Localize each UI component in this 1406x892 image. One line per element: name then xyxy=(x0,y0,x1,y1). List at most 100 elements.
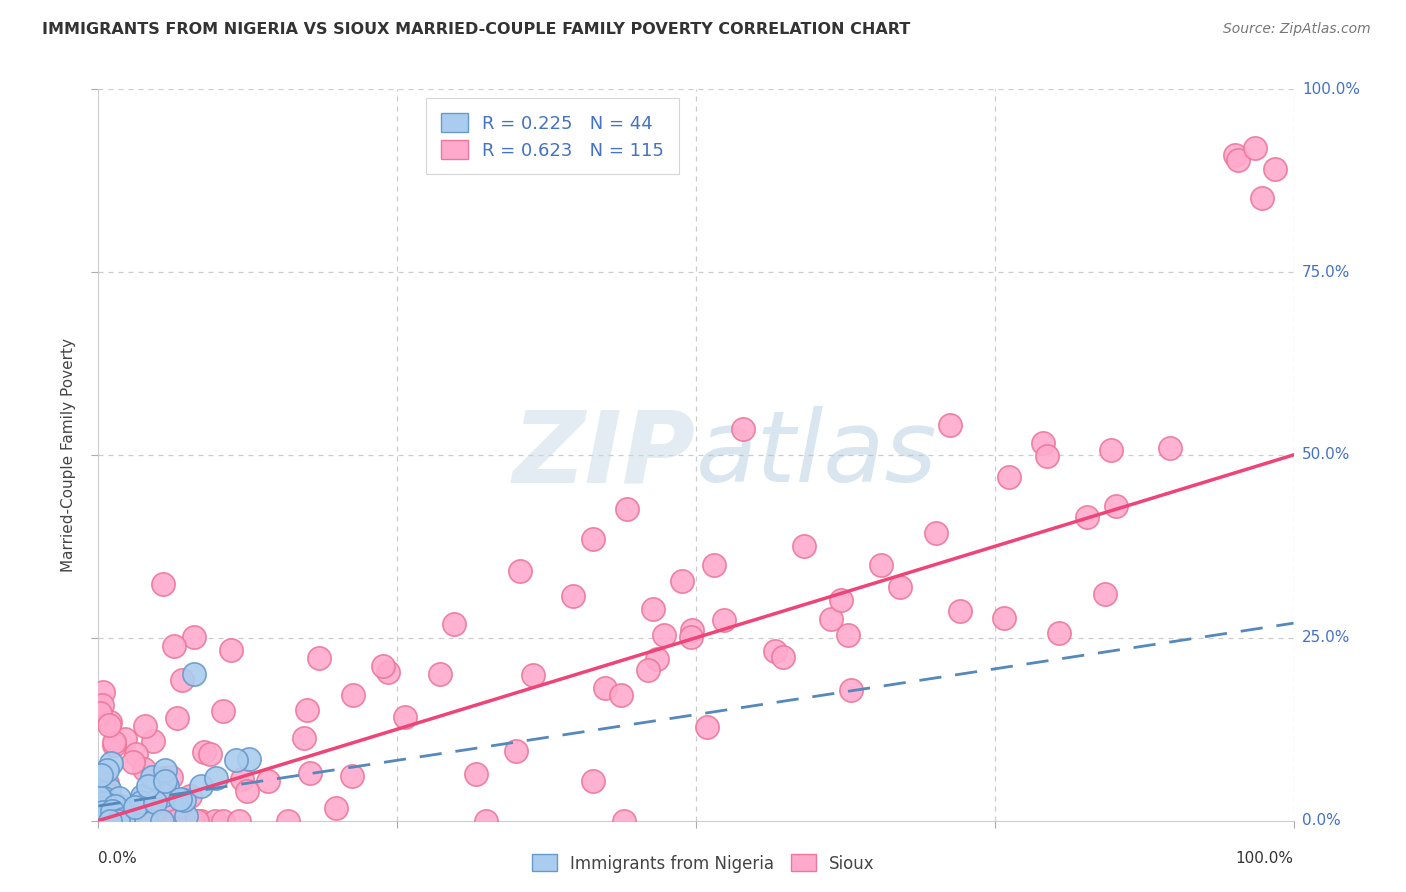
Point xyxy=(163,639,186,653)
Point xyxy=(464,767,486,781)
Point xyxy=(183,630,205,644)
Point xyxy=(925,525,948,540)
Point xyxy=(394,710,416,724)
Point xyxy=(89,814,111,828)
Point xyxy=(1159,441,1181,455)
Point xyxy=(696,720,718,734)
Text: Source: ZipAtlas.com: Source: ZipAtlas.com xyxy=(1223,22,1371,37)
Point xyxy=(98,788,121,802)
Point xyxy=(96,763,118,777)
Point xyxy=(89,706,111,721)
Point xyxy=(870,558,893,572)
Point xyxy=(153,803,176,817)
Point xyxy=(100,801,122,815)
Point xyxy=(342,688,364,702)
Text: atlas: atlas xyxy=(696,407,938,503)
Text: 100.0%: 100.0% xyxy=(1236,851,1294,866)
Point xyxy=(181,814,204,828)
Point xyxy=(100,756,122,771)
Point xyxy=(308,650,330,665)
Text: 0.0%: 0.0% xyxy=(1302,814,1340,828)
Point xyxy=(377,665,399,679)
Point xyxy=(142,734,165,748)
Point xyxy=(187,814,209,828)
Point xyxy=(91,805,114,819)
Point xyxy=(713,613,735,627)
Point xyxy=(949,604,972,618)
Point xyxy=(114,732,136,747)
Point xyxy=(153,788,176,802)
Point xyxy=(475,814,498,828)
Text: ZIP: ZIP xyxy=(513,407,696,503)
Point xyxy=(277,814,299,828)
Point xyxy=(121,814,143,828)
Point xyxy=(103,739,125,753)
Point xyxy=(112,812,135,826)
Point xyxy=(889,580,911,594)
Point xyxy=(205,771,228,785)
Point xyxy=(153,763,176,777)
Y-axis label: Married-Couple Family Poverty: Married-Couple Family Poverty xyxy=(60,338,76,572)
Point xyxy=(110,799,132,814)
Point xyxy=(325,801,347,815)
Point xyxy=(132,762,155,776)
Point xyxy=(173,814,195,828)
Point xyxy=(138,814,160,828)
Point xyxy=(1250,191,1272,205)
Point xyxy=(443,617,465,632)
Point xyxy=(152,772,174,786)
Point xyxy=(509,564,531,578)
Point xyxy=(212,814,235,828)
Point xyxy=(97,814,120,828)
Point xyxy=(609,688,631,702)
Point xyxy=(101,814,124,828)
Point xyxy=(136,779,159,793)
Point xyxy=(212,704,235,718)
Point xyxy=(793,540,815,554)
Point xyxy=(93,797,115,811)
Point xyxy=(150,814,173,828)
Text: 100.0%: 100.0% xyxy=(1302,82,1360,96)
Point xyxy=(820,612,842,626)
Point xyxy=(89,766,111,780)
Point xyxy=(236,784,259,798)
Point xyxy=(703,558,725,573)
Point xyxy=(98,718,121,732)
Point xyxy=(190,779,212,793)
Point xyxy=(637,663,659,677)
Point xyxy=(143,795,166,809)
Legend: Immigrants from Nigeria, Sioux: Immigrants from Nigeria, Sioux xyxy=(524,847,882,880)
Point xyxy=(97,782,120,797)
Point xyxy=(120,814,142,828)
Point xyxy=(166,711,188,725)
Point xyxy=(172,673,194,687)
Point xyxy=(1032,435,1054,450)
Point xyxy=(839,682,862,697)
Point xyxy=(581,532,603,546)
Point xyxy=(87,772,110,786)
Point xyxy=(582,774,605,789)
Point xyxy=(998,470,1021,484)
Point xyxy=(169,791,191,805)
Point xyxy=(93,791,115,805)
Text: 50.0%: 50.0% xyxy=(1302,448,1350,462)
Point xyxy=(1225,148,1247,162)
Point xyxy=(643,602,665,616)
Point xyxy=(152,788,174,802)
Point xyxy=(124,747,146,762)
Point xyxy=(292,731,315,746)
Point xyxy=(681,630,703,644)
Point xyxy=(613,814,636,828)
Point xyxy=(298,765,321,780)
Point xyxy=(231,772,253,787)
Point xyxy=(122,756,145,770)
Point xyxy=(225,753,247,767)
Point xyxy=(1104,499,1126,513)
Legend: R = 0.225   N = 44, R = 0.623   N = 115: R = 0.225 N = 44, R = 0.623 N = 115 xyxy=(426,98,679,174)
Point xyxy=(763,644,786,658)
Point xyxy=(173,792,195,806)
Text: 25.0%: 25.0% xyxy=(1302,631,1350,645)
Point xyxy=(340,769,363,783)
Point xyxy=(1094,587,1116,601)
Point xyxy=(114,801,136,815)
